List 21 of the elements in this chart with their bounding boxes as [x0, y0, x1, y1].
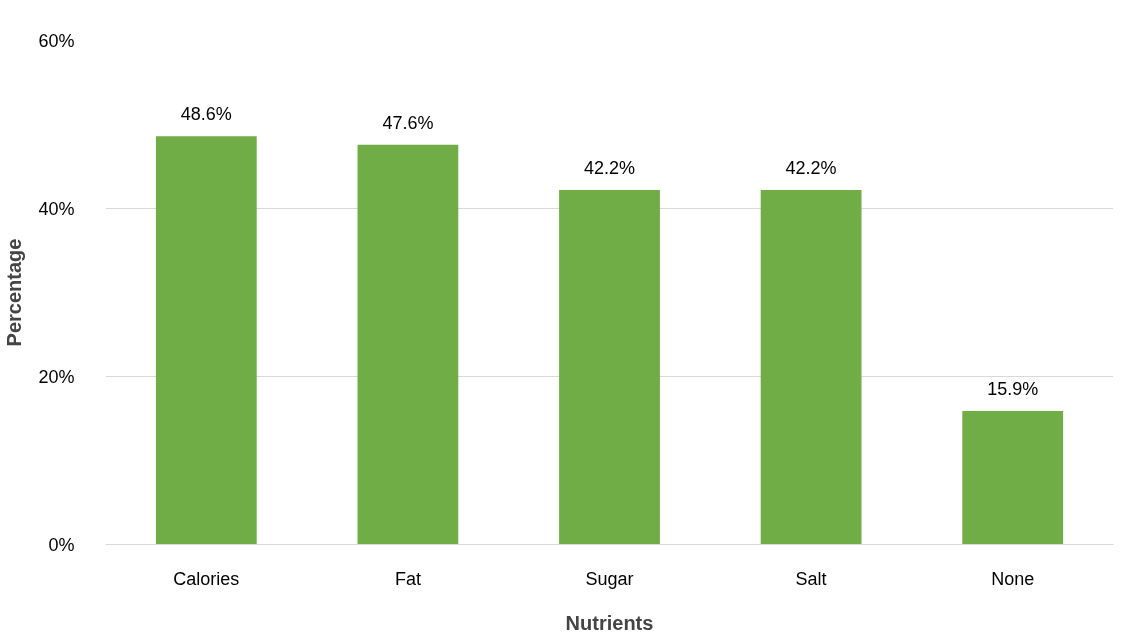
y-tick-label: 20%	[38, 366, 75, 387]
y-tick-label: 0%	[48, 534, 75, 555]
y-axis-title: Percentage	[3, 238, 26, 347]
data-label: 42.2%	[785, 158, 837, 179]
data-label: 48.6%	[180, 104, 232, 125]
x-tick-label: Salt	[795, 568, 827, 589]
x-tick-label: None	[991, 568, 1035, 589]
bar	[962, 410, 1064, 545]
bar	[155, 136, 257, 545]
x-tick-label: Sugar	[585, 568, 634, 589]
bar	[760, 190, 862, 545]
y-tick-label: 60%	[38, 30, 75, 51]
data-label: 42.2%	[583, 158, 636, 179]
bar	[559, 190, 660, 545]
x-tick-label: Fat	[394, 568, 421, 589]
bar	[357, 144, 459, 545]
data-label: 15.9%	[987, 378, 1039, 399]
y-tick-label: 40%	[38, 198, 75, 219]
data-label: 47.6%	[382, 112, 434, 133]
x-axis-title: Nutrients	[565, 611, 654, 634]
x-tick-label: Calories	[173, 568, 240, 589]
